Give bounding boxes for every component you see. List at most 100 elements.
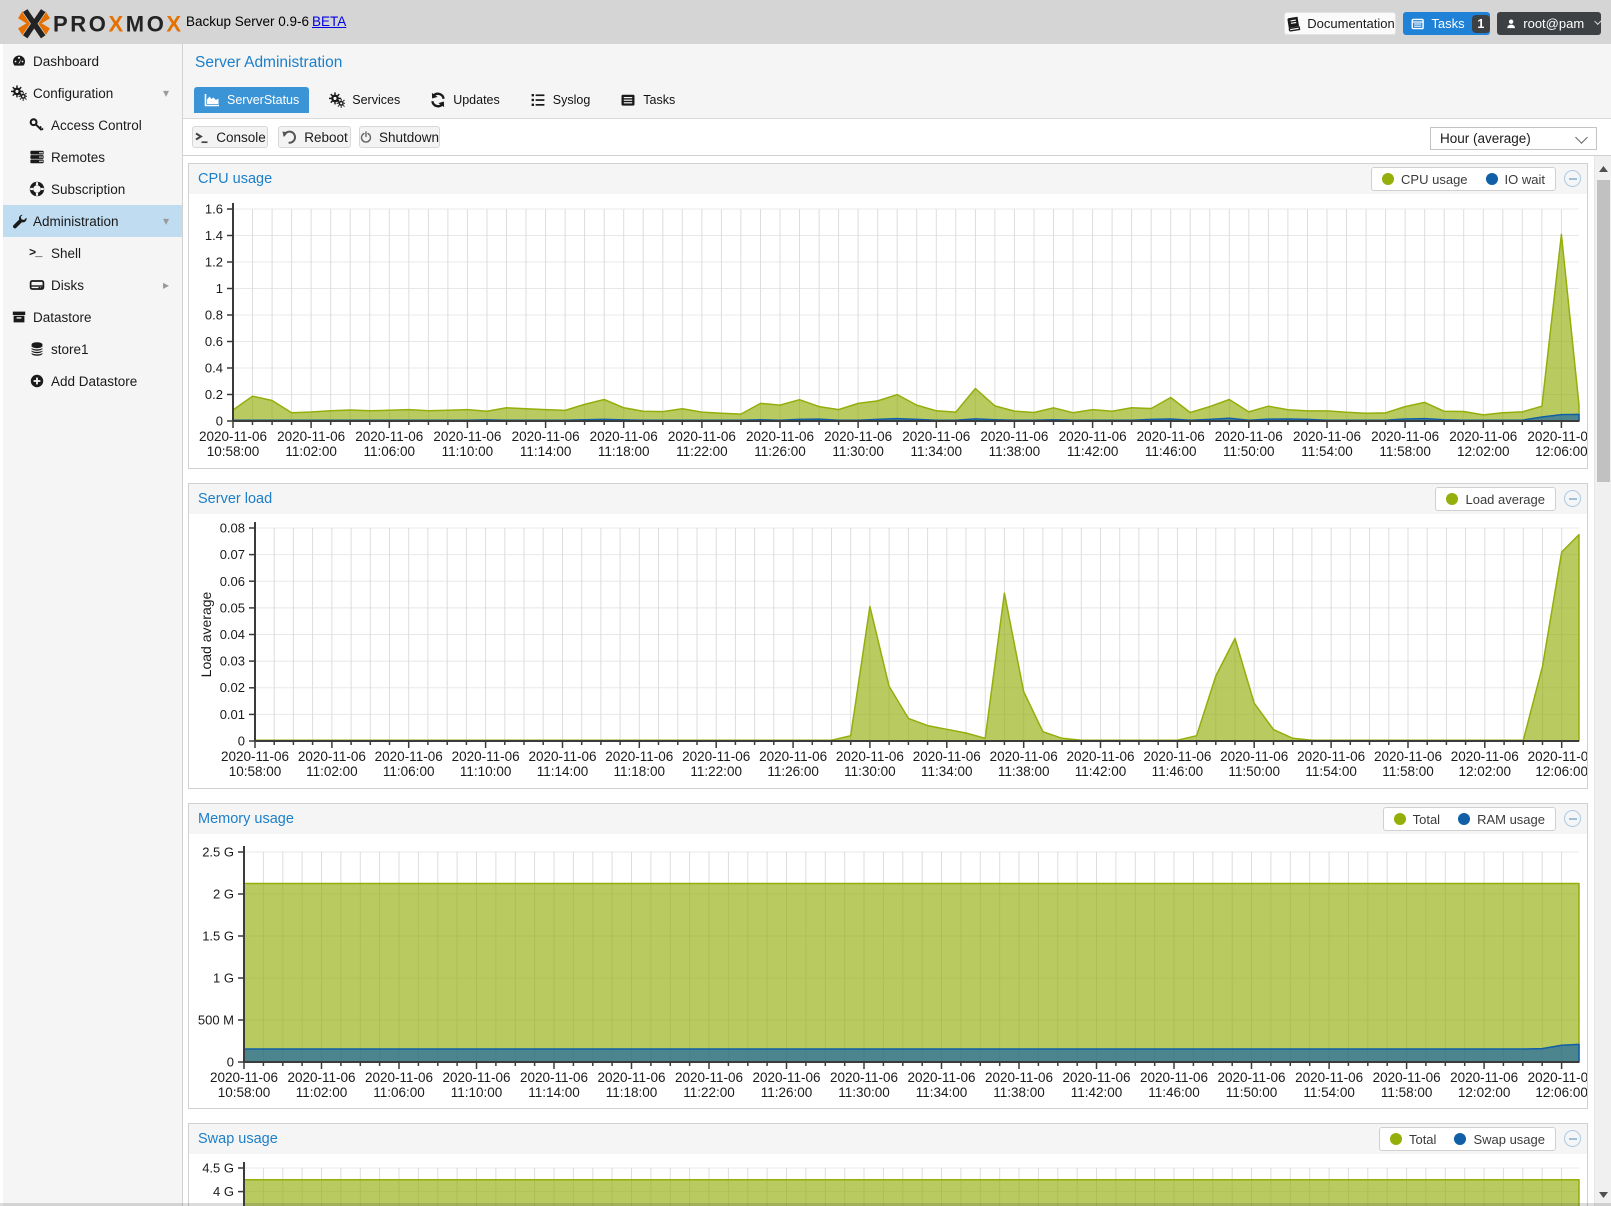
svg-text:1.4: 1.4 <box>205 228 223 243</box>
svg-text:11:46:00: 11:46:00 <box>1145 444 1197 459</box>
svg-text:10:58:00: 10:58:00 <box>207 444 260 459</box>
svg-text:11:38:00: 11:38:00 <box>993 1085 1045 1100</box>
svg-text:11:10:00: 11:10:00 <box>460 764 512 779</box>
svg-text:11:18:00: 11:18:00 <box>598 444 650 459</box>
svg-text:11:50:00: 11:50:00 <box>1226 1085 1278 1100</box>
svg-text:11:34:00: 11:34:00 <box>911 444 963 459</box>
svg-text:12:06:00: 12:06:00 <box>1535 764 1587 779</box>
svg-text:1 G: 1 G <box>213 971 234 986</box>
svg-text:2020-11-06: 2020-11-06 <box>1450 1070 1518 1085</box>
svg-text:11:54:00: 11:54:00 <box>1303 1085 1355 1100</box>
svg-text:2020-11-06: 2020-11-06 <box>1215 429 1283 444</box>
svg-text:500 M: 500 M <box>198 1013 234 1028</box>
svg-text:11:02:00: 11:02:00 <box>306 764 358 779</box>
svg-text:0.06: 0.06 <box>220 574 245 589</box>
svg-text:2020-11-06: 2020-11-06 <box>1217 1070 1285 1085</box>
svg-text:11:14:00: 11:14:00 <box>537 764 589 779</box>
svg-text:0.4: 0.4 <box>205 361 223 376</box>
svg-text:2020-11-06: 2020-11-06 <box>907 1070 975 1085</box>
svg-text:2.5 G: 2.5 G <box>202 845 234 860</box>
svg-text:2020-11-06: 2020-11-06 <box>682 749 750 764</box>
svg-text:12:06:00: 12:06:00 <box>1535 444 1587 459</box>
svg-text:11:54:00: 11:54:00 <box>1301 444 1353 459</box>
svg-text:11:30:00: 11:30:00 <box>838 1085 890 1100</box>
svg-text:12:02:00: 12:02:00 <box>1458 1085 1511 1100</box>
svg-text:0.01: 0.01 <box>220 707 245 722</box>
svg-text:2020-11-06: 2020-11-06 <box>221 749 289 764</box>
svg-text:0.04: 0.04 <box>220 627 245 642</box>
svg-text:2020-11-06: 2020-11-06 <box>1293 429 1361 444</box>
svg-text:11:50:00: 11:50:00 <box>1223 444 1275 459</box>
svg-text:2020-11-06: 2020-11-06 <box>836 749 904 764</box>
svg-text:11:46:00: 11:46:00 <box>1152 764 1204 779</box>
svg-text:2020-11-06: 2020-11-06 <box>433 429 501 444</box>
svg-text:2020-11-06: 2020-11-06 <box>375 749 443 764</box>
svg-text:0.07: 0.07 <box>220 547 245 562</box>
svg-text:2020-11-06: 2020-11-06 <box>1143 749 1211 764</box>
svg-text:0.2: 0.2 <box>205 387 223 402</box>
svg-text:0: 0 <box>227 1055 234 1070</box>
svg-text:2020-11-06: 2020-11-06 <box>824 429 892 444</box>
svg-text:2020-11-06: 2020-11-06 <box>1527 429 1587 444</box>
svg-text:2020-11-06: 2020-11-06 <box>1449 429 1517 444</box>
svg-text:2020-11-06: 2020-11-06 <box>512 429 580 444</box>
svg-text:11:10:00: 11:10:00 <box>451 1085 503 1100</box>
svg-text:11:26:00: 11:26:00 <box>767 764 819 779</box>
svg-text:2020-11-06: 2020-11-06 <box>605 749 673 764</box>
svg-text:0.02: 0.02 <box>220 680 245 695</box>
svg-text:11:14:00: 11:14:00 <box>528 1085 580 1100</box>
svg-text:0: 0 <box>238 734 245 749</box>
svg-text:0.03: 0.03 <box>220 654 245 669</box>
svg-text:11:06:00: 11:06:00 <box>364 444 416 459</box>
svg-text:2020-11-06: 2020-11-06 <box>210 1070 278 1085</box>
svg-text:2020-11-06: 2020-11-06 <box>1297 749 1365 764</box>
svg-text:2020-11-06: 2020-11-06 <box>520 1070 588 1085</box>
svg-text:11:58:00: 11:58:00 <box>1381 1085 1433 1100</box>
svg-text:11:34:00: 11:34:00 <box>921 764 973 779</box>
svg-text:2020-11-06: 2020-11-06 <box>590 429 658 444</box>
svg-text:11:10:00: 11:10:00 <box>442 444 494 459</box>
svg-text:0.8: 0.8 <box>205 308 223 323</box>
svg-text:2020-11-06: 2020-11-06 <box>990 749 1058 764</box>
svg-text:2020-11-06: 2020-11-06 <box>1295 1070 1363 1085</box>
svg-text:2020-11-06: 2020-11-06 <box>980 429 1048 444</box>
svg-text:11:38:00: 11:38:00 <box>989 444 1041 459</box>
svg-text:12:02:00: 12:02:00 <box>1457 444 1510 459</box>
svg-text:11:34:00: 11:34:00 <box>916 1085 968 1100</box>
svg-text:11:54:00: 11:54:00 <box>1305 764 1357 779</box>
svg-text:2020-11-06: 2020-11-06 <box>746 429 814 444</box>
svg-text:2020-11-06: 2020-11-06 <box>365 1070 433 1085</box>
svg-text:12:06:00: 12:06:00 <box>1535 1085 1587 1100</box>
svg-text:1: 1 <box>216 281 223 296</box>
svg-text:11:02:00: 11:02:00 <box>296 1085 348 1100</box>
svg-text:2020-11-06: 2020-11-06 <box>1137 429 1205 444</box>
svg-text:2020-11-06: 2020-11-06 <box>597 1070 665 1085</box>
svg-text:11:22:00: 11:22:00 <box>683 1085 735 1100</box>
svg-text:11:42:00: 11:42:00 <box>1067 444 1119 459</box>
svg-text:12:02:00: 12:02:00 <box>1459 764 1512 779</box>
svg-text:Load average: Load average <box>198 591 214 677</box>
svg-text:0.08: 0.08 <box>220 521 245 536</box>
svg-text:11:50:00: 11:50:00 <box>1228 764 1280 779</box>
svg-text:11:22:00: 11:22:00 <box>676 444 728 459</box>
svg-text:2020-11-06: 2020-11-06 <box>1059 429 1127 444</box>
svg-text:11:26:00: 11:26:00 <box>761 1085 813 1100</box>
svg-text:11:58:00: 11:58:00 <box>1379 444 1431 459</box>
svg-text:11:18:00: 11:18:00 <box>614 764 666 779</box>
svg-text:0.05: 0.05 <box>220 600 245 615</box>
svg-text:10:58:00: 10:58:00 <box>229 764 282 779</box>
svg-text:11:46:00: 11:46:00 <box>1148 1085 1200 1100</box>
svg-text:PROXMOX: PROXMOX <box>53 12 184 37</box>
svg-text:2020-11-06: 2020-11-06 <box>1528 749 1587 764</box>
svg-text:11:02:00: 11:02:00 <box>285 444 337 459</box>
svg-text:2020-11-06: 2020-11-06 <box>1451 749 1519 764</box>
svg-text:2020-11-06: 2020-11-06 <box>1371 429 1439 444</box>
svg-text:2020-11-06: 2020-11-06 <box>1374 749 1442 764</box>
svg-text:2020-11-06: 2020-11-06 <box>752 1070 820 1085</box>
svg-text:2020-11-06: 2020-11-06 <box>668 429 736 444</box>
svg-text:2020-11-06: 2020-11-06 <box>985 1070 1053 1085</box>
svg-text:1.6: 1.6 <box>205 202 223 217</box>
svg-text:11:42:00: 11:42:00 <box>1075 764 1127 779</box>
svg-text:11:14:00: 11:14:00 <box>520 444 572 459</box>
svg-text:2020-11-06: 2020-11-06 <box>902 429 970 444</box>
